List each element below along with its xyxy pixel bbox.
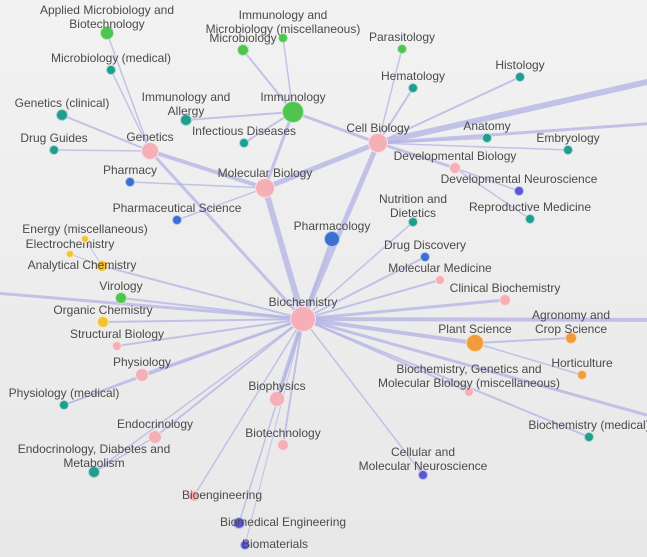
graph-node[interactable] xyxy=(435,275,445,285)
graph-edge xyxy=(239,319,303,523)
graph-node[interactable] xyxy=(66,250,74,258)
graph-node[interactable] xyxy=(525,214,535,224)
graph-node[interactable] xyxy=(88,466,100,478)
graph-node[interactable] xyxy=(148,430,162,444)
graph-node[interactable] xyxy=(135,368,149,382)
graph-node[interactable] xyxy=(49,145,59,155)
graph-node[interactable] xyxy=(172,215,182,225)
graph-edge xyxy=(94,437,155,472)
graph-edge xyxy=(177,188,265,220)
graph-node[interactable] xyxy=(277,439,289,451)
graph-edge xyxy=(303,319,589,437)
graph-edge xyxy=(293,112,378,143)
graph-edge xyxy=(107,33,150,151)
graph-node[interactable] xyxy=(499,294,511,306)
graph-edge xyxy=(378,143,568,150)
graph-node[interactable] xyxy=(324,231,340,247)
graph-node[interactable] xyxy=(141,142,159,160)
graph-node[interactable] xyxy=(115,292,127,304)
graph-edge xyxy=(121,298,303,319)
graph-node[interactable] xyxy=(255,178,275,198)
graph-edge xyxy=(303,319,647,320)
graph-node[interactable] xyxy=(464,387,474,397)
graph-node[interactable] xyxy=(96,260,108,272)
graph-edge xyxy=(378,143,455,168)
graph-edge xyxy=(245,319,303,545)
graph-node[interactable] xyxy=(514,186,524,196)
graph-node[interactable] xyxy=(418,470,428,480)
graph-edge xyxy=(64,375,142,405)
graph-node[interactable] xyxy=(180,114,192,126)
graph-node[interactable] xyxy=(81,235,89,243)
graph-node[interactable] xyxy=(56,109,68,121)
graph-node[interactable] xyxy=(368,133,388,153)
graph-node[interactable] xyxy=(112,341,122,351)
graph-node[interactable] xyxy=(240,540,250,550)
graph-node[interactable] xyxy=(188,490,200,502)
graph-edge xyxy=(186,112,293,120)
graph-node[interactable] xyxy=(515,72,525,82)
graph-node[interactable] xyxy=(278,33,288,43)
graph-edge xyxy=(283,319,303,445)
graph-edge xyxy=(54,150,150,151)
graph-node[interactable] xyxy=(449,162,461,174)
graph-node[interactable] xyxy=(233,517,245,529)
graph-node[interactable] xyxy=(563,145,573,155)
graph-node[interactable] xyxy=(408,217,418,227)
graph-edge xyxy=(103,319,303,322)
graph-edge xyxy=(64,319,303,405)
graph-node[interactable] xyxy=(97,316,109,328)
graph-node[interactable] xyxy=(466,334,484,352)
graph-node[interactable] xyxy=(577,370,587,380)
graph-edge xyxy=(194,319,303,496)
graph-node[interactable] xyxy=(584,432,594,442)
graph-node[interactable] xyxy=(482,133,492,143)
graph-node[interactable] xyxy=(282,101,304,123)
graph-edge xyxy=(111,70,150,151)
graph-node[interactable] xyxy=(565,332,577,344)
graph-edge xyxy=(303,319,423,475)
graph-node[interactable] xyxy=(100,26,114,40)
graph-node[interactable] xyxy=(125,177,135,187)
graph-node[interactable] xyxy=(106,65,116,75)
graph-edge xyxy=(475,338,571,343)
graph-node[interactable] xyxy=(269,391,285,407)
graph-node[interactable] xyxy=(237,44,249,56)
graph-edge xyxy=(455,168,519,191)
graph-node[interactable] xyxy=(397,44,407,54)
graph-node[interactable] xyxy=(420,252,430,262)
graph-node[interactable] xyxy=(59,400,69,410)
graph-node[interactable] xyxy=(239,138,249,148)
graph-edge xyxy=(62,115,150,151)
graph-node[interactable] xyxy=(408,83,418,93)
graph-node[interactable] xyxy=(290,306,316,332)
graph-edge xyxy=(378,49,402,143)
